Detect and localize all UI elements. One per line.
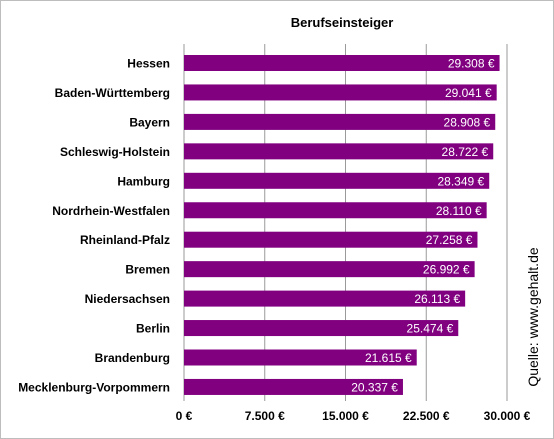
category-label: Hamburg [117,174,170,188]
category-label: Hessen [127,57,170,71]
bar [184,231,478,248]
category-label: Mecklenburg-Vorpommern [18,380,170,394]
bar [184,113,496,130]
data-label: 28.722 € [442,145,489,159]
x-tick-labels: 0 € 7.500 € 15.000 € 22.500 € 30.000 € [176,409,531,423]
data-label: 28.908 € [444,115,491,129]
category-label: Schleswig-Holstein [60,145,170,159]
data-label: 20.337 € [351,380,398,394]
source-note: Quelle: www.gehalt.de [525,247,541,387]
bar [184,55,500,71]
x-tick-label: 22.500 € [403,409,450,423]
x-tick-label: 30.000 € [484,409,531,423]
x-tick-label: 15.000 € [322,409,369,423]
data-label: 21.615 € [365,351,412,365]
bar [184,378,403,395]
category-label: Bremen [125,263,170,277]
x-tick-label: 7.500 € [245,409,285,423]
bar [184,202,487,219]
category-label: Niedersachsen [85,292,170,306]
bar [184,349,417,366]
bar [184,290,466,307]
bar [184,143,494,160]
data-label: 26.992 € [423,263,470,277]
bar [184,320,459,337]
category-label: Berlin [136,322,170,336]
chart-title: Berufseinsteiger [291,15,394,30]
data-label: 26.113 € [414,292,460,306]
data-label: 28.349 € [438,174,485,188]
data-label: 28.110 € [436,204,482,218]
category-labels: Hessen Baden-Württemberg Bayern Schleswig-H… [18,57,170,395]
category-label: Brandenburg [95,351,170,365]
bar [184,172,490,189]
grid [183,44,508,401]
x-tick-label: 0 € [176,409,193,423]
data-label: 29.308 € [448,57,495,71]
bar [184,261,475,278]
category-label: Rheinland-Pfalz [80,233,170,247]
category-label: Bayern [129,115,170,129]
category-label: Baden-Württemberg [55,86,170,100]
data-label: 27.258 € [426,233,473,247]
data-label: 25.474 € [407,322,454,336]
bar [184,84,497,101]
data-label: 29.041 € [445,86,492,100]
category-label: Nordrhein-Westfalen [52,204,170,218]
bars: 29.308 € 29.041 € 28.908 € 28.722 € 28.349 €… [184,55,500,395]
